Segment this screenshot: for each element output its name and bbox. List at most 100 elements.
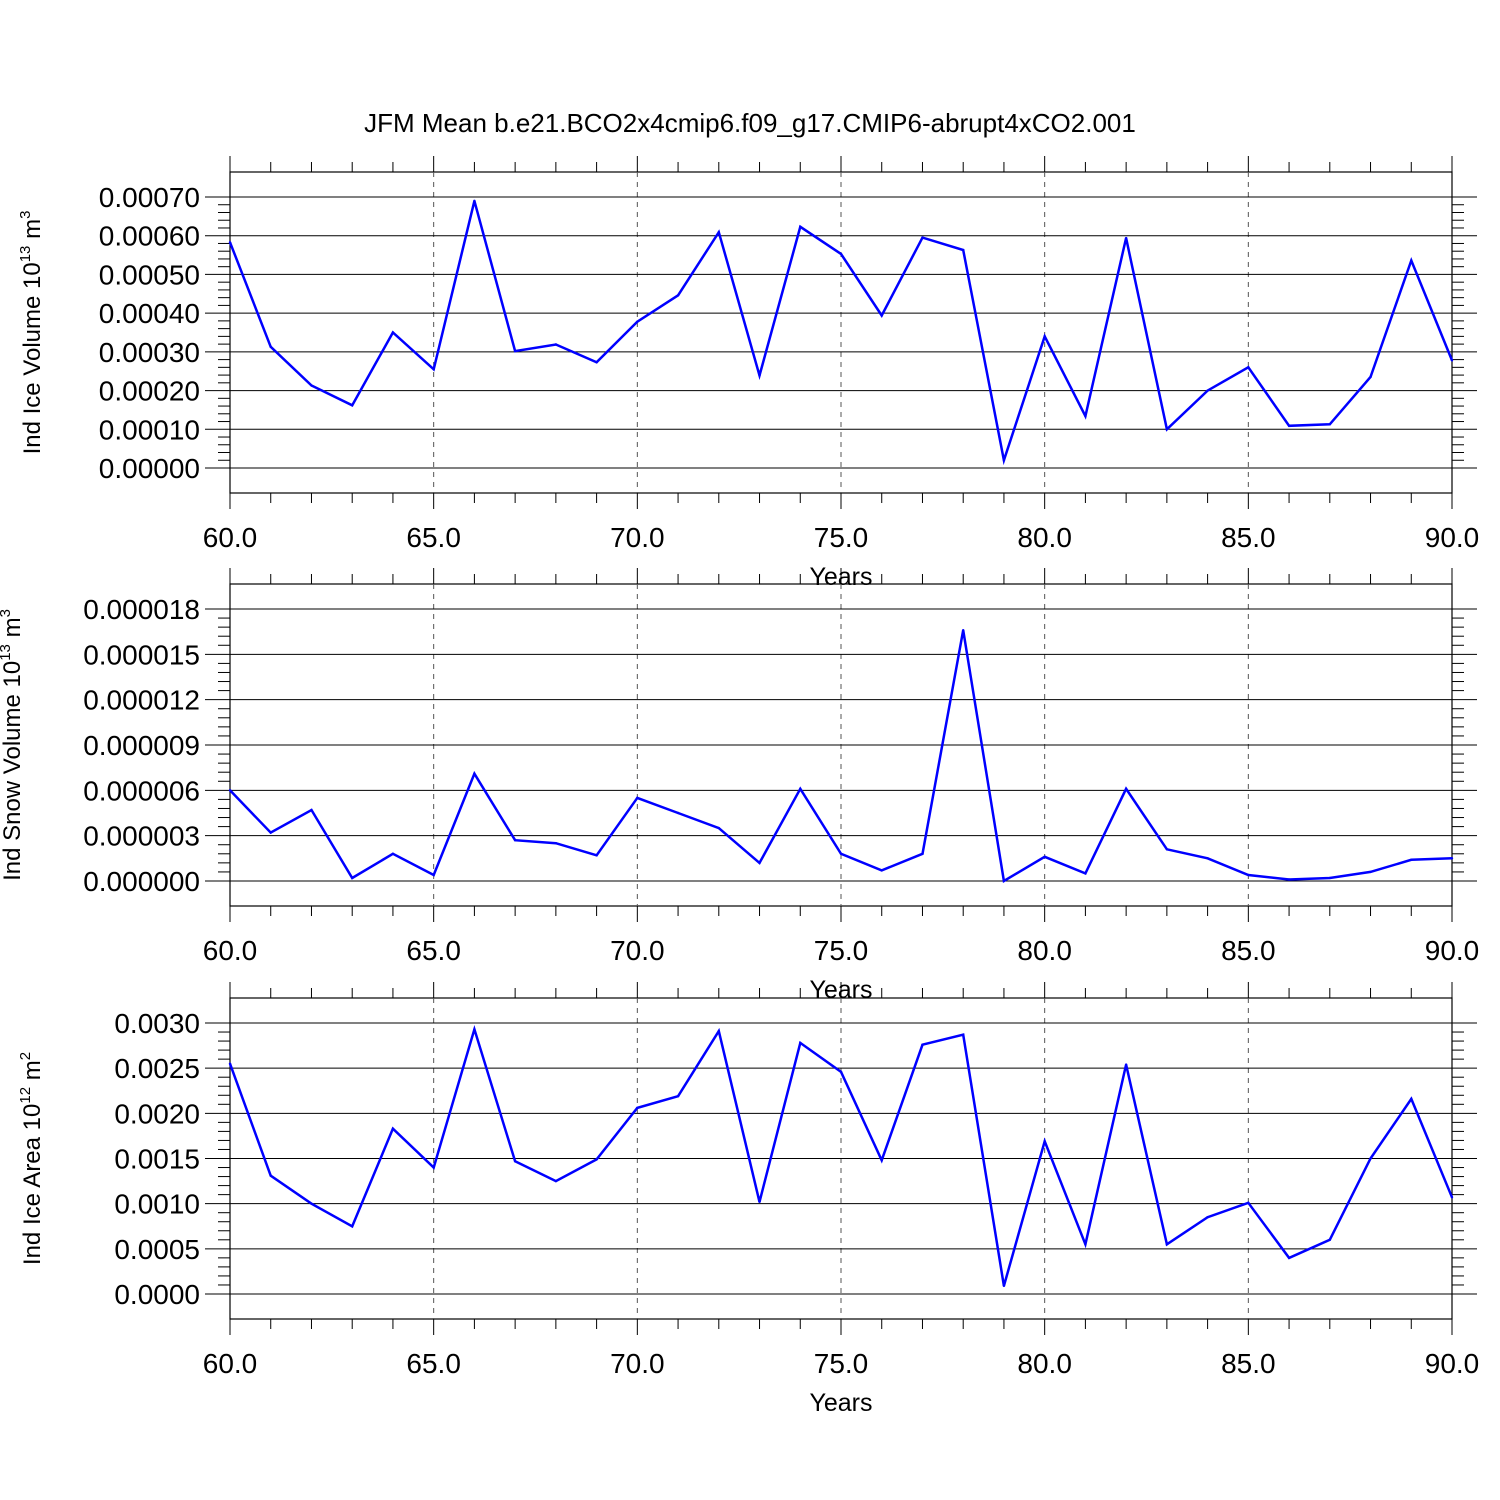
data-point [1002,1284,1006,1288]
data-point [758,1200,761,1204]
data-point [1043,855,1046,859]
y-tick-label: 0.00050 [99,259,200,290]
data-point [391,331,395,334]
data-point [799,1041,802,1045]
x-tick-label: 75.0 [814,935,869,966]
x-tick-label: 60.0 [203,1348,258,1379]
x-tick-label: 70.0 [610,1348,665,1379]
data-point [1084,872,1087,875]
data-point [799,787,802,791]
x-tick-label: 90.0 [1425,1348,1480,1379]
data-point [310,1202,313,1205]
x-tick-label: 90.0 [1425,935,1480,966]
data-point [228,241,232,244]
data-point [513,349,517,353]
data-point [921,1043,924,1046]
x-tick-label: 75.0 [814,1348,869,1379]
data-point [1002,879,1006,883]
data-point [1206,1216,1209,1219]
y-tick-label: 0.00030 [99,337,200,368]
data-point [228,1062,232,1065]
y-tick-label: 0.0025 [114,1053,200,1084]
data-point [636,1106,639,1110]
data-point [1247,873,1250,877]
x-tick-label: 80.0 [1017,1348,1072,1379]
y-tick-label: 0.000012 [83,685,200,716]
data-point [1084,414,1087,418]
data-point [595,361,598,364]
data-point [1165,848,1169,851]
x-tick-label: 90.0 [1425,522,1480,553]
data-point [636,320,639,323]
panel-1-series-line [228,200,1454,466]
x-tick-label: 75.0 [814,522,869,553]
x-tick-label: 65.0 [406,935,461,966]
data-point [1165,1243,1169,1246]
y-tick-label: 0.0030 [114,1008,200,1039]
data-point [962,248,965,252]
data-point [717,826,720,830]
data-point [880,314,883,317]
x-tick-label: 80.0 [1017,522,1072,553]
data-point [880,869,883,872]
y-tick-label: 0.000000 [83,866,200,897]
data-point [676,294,680,297]
data-point [636,796,639,800]
y-tick-label: 0.0010 [114,1189,200,1220]
data-point [921,852,924,855]
data-point [1328,876,1332,880]
data-point [351,1225,354,1228]
data-point [513,839,517,842]
data-point [1084,1243,1087,1246]
data-point [432,368,435,371]
data-point [758,374,761,377]
data-point [1450,857,1454,860]
data-point [1206,389,1209,392]
y-tick-label: 0.000015 [83,639,200,670]
data-point [269,345,272,349]
data-point [676,1094,680,1098]
data-point [1247,1201,1250,1204]
data-point [758,861,761,865]
data-point [962,628,965,632]
data-point [921,236,924,239]
data-point [717,231,720,234]
data-point [839,852,843,855]
x-tick-label: 60.0 [203,935,258,966]
y-tick-label: 0.0000 [114,1279,200,1310]
data-point [717,1029,720,1033]
y-tick-label: 0.000003 [83,821,200,852]
data-point [1287,878,1291,881]
data-point [473,772,476,775]
data-point [839,1070,843,1073]
data-point [1002,459,1006,462]
x-tick-label: 60.0 [203,522,258,553]
panel-2-ylabel: Ind Snow Volume 1013 m3 [0,609,26,881]
y-tick-label: 0.00040 [99,298,200,329]
data-point [799,225,802,229]
data-point [391,852,395,855]
data-point [1450,1196,1454,1199]
y-tick-label: 0.00060 [99,221,200,252]
data-point [432,1166,435,1169]
data-point [1165,428,1169,431]
data-point [310,384,313,387]
panel-3-ylabel: Ind Ice Area 1012 m2 [17,1052,46,1265]
y-tick-label: 0.00000 [99,453,200,484]
data-point [1369,1157,1372,1160]
data-point [962,1033,965,1036]
data-point [1410,858,1413,862]
x-tick-label: 80.0 [1017,935,1072,966]
data-point [269,1174,272,1177]
y-tick-label: 0.0005 [114,1234,200,1265]
y-tick-label: 0.0015 [114,1144,200,1175]
data-point [554,842,558,845]
panel-1-ylabel: Ind Ice Volume 1013 m3 [17,211,46,455]
y-tick-label: 0.000018 [83,594,200,625]
data-point [1043,1140,1046,1143]
data-point [880,1159,883,1162]
data-point [432,873,435,877]
data-point [473,1028,476,1031]
data-point [351,404,354,407]
